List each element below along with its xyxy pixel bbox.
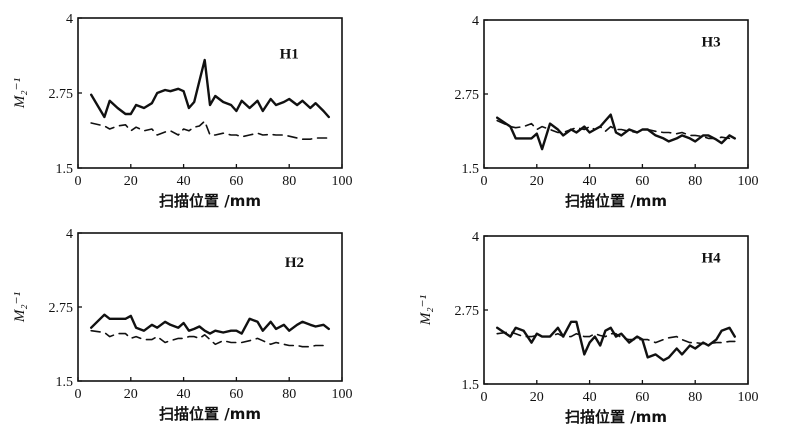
y-axis-label: M₂⁻¹ [418, 294, 434, 326]
y-axis-label: M₂⁻¹ [12, 77, 28, 109]
panel-title: H2 [285, 255, 304, 271]
panel-title: H1 [280, 47, 299, 63]
y-tick-label: 2.75 [49, 301, 74, 316]
x-tick-label: 0 [75, 387, 82, 402]
y-tick-label: 4 [472, 230, 479, 245]
solid-series-line [89, 313, 330, 335]
x-tick-label: 0 [75, 174, 82, 189]
x-tick-label: 100 [738, 390, 759, 405]
x-tick-label: 40 [177, 387, 191, 402]
x-tick-label: 80 [688, 174, 702, 189]
dashed-series-line [496, 119, 736, 141]
x-tick-label: 60 [229, 387, 243, 402]
y-tick-label: 2.75 [455, 304, 480, 319]
chart-panel-2: 0 20 40 60 80 100 1.5 2.75 4 H3 扫描位置 /mm [455, 14, 759, 210]
x-tick-label: 60 [635, 390, 649, 405]
x-tick-label: 0 [481, 174, 488, 189]
y-tick-label: 1.5 [462, 162, 480, 177]
x-axis-label: 扫描位置 /mm [159, 192, 261, 210]
y-tick-label: 2.75 [455, 88, 480, 103]
y-axis-label: M₂⁻¹ [12, 291, 28, 323]
y-tick-label: 4 [66, 12, 73, 27]
y-tick-label: 1.5 [462, 378, 480, 393]
solid-series-line [89, 58, 330, 119]
x-axis-label: 扫描位置 /mm [565, 408, 667, 426]
chart-panel-4: 0 20 40 60 80 100 1.5 2.75 4 H4 扫描位置 /mm M₂⁻¹ [418, 230, 759, 426]
solid-series-line [496, 113, 736, 151]
x-axis-label: 扫描位置 /mm [159, 405, 261, 423]
panel-title: H4 [701, 251, 721, 267]
x-tick-label: 40 [583, 174, 597, 189]
x-tick-label: 100 [332, 174, 353, 189]
x-tick-label: 100 [332, 387, 353, 402]
x-tick-label: 20 [530, 174, 544, 189]
dashed-series-line [90, 329, 330, 348]
x-tick-label: 20 [124, 387, 138, 402]
chart-panel-3: 0 20 40 60 80 100 1.5 2.75 4 H2 扫描位置 /mm M₂⁻¹ [12, 227, 353, 423]
x-axis-label: 扫描位置 /mm [565, 192, 667, 210]
y-tick-label: 4 [472, 14, 479, 29]
x-tick-label: 60 [635, 174, 649, 189]
dashed-series-line [496, 331, 736, 345]
plot-frame [77, 17, 343, 169]
x-tick-label: 80 [688, 390, 702, 405]
y-tick-label: 2.75 [49, 87, 74, 102]
x-tick-label: 80 [282, 174, 296, 189]
x-tick-label: 80 [282, 387, 296, 402]
x-tick-label: 40 [177, 174, 191, 189]
panel-title: H3 [701, 35, 720, 51]
x-tick-label: 20 [530, 390, 544, 405]
y-tick-label: 4 [66, 227, 73, 242]
x-tick-label: 100 [738, 174, 759, 189]
x-tick-label: 60 [229, 174, 243, 189]
x-tick-label: 20 [124, 174, 138, 189]
y-tick-label: 1.5 [56, 162, 74, 177]
dashed-series-line [90, 120, 330, 140]
x-tick-label: 40 [583, 390, 597, 405]
y-tick-label: 1.5 [56, 375, 74, 390]
solid-series-line [496, 320, 736, 362]
x-tick-label: 0 [481, 390, 488, 405]
chart-panel-1: 0 20 40 60 80 100 1.5 2.75 4 H1 扫描位置 /mm M₂⁻¹ [12, 12, 353, 210]
